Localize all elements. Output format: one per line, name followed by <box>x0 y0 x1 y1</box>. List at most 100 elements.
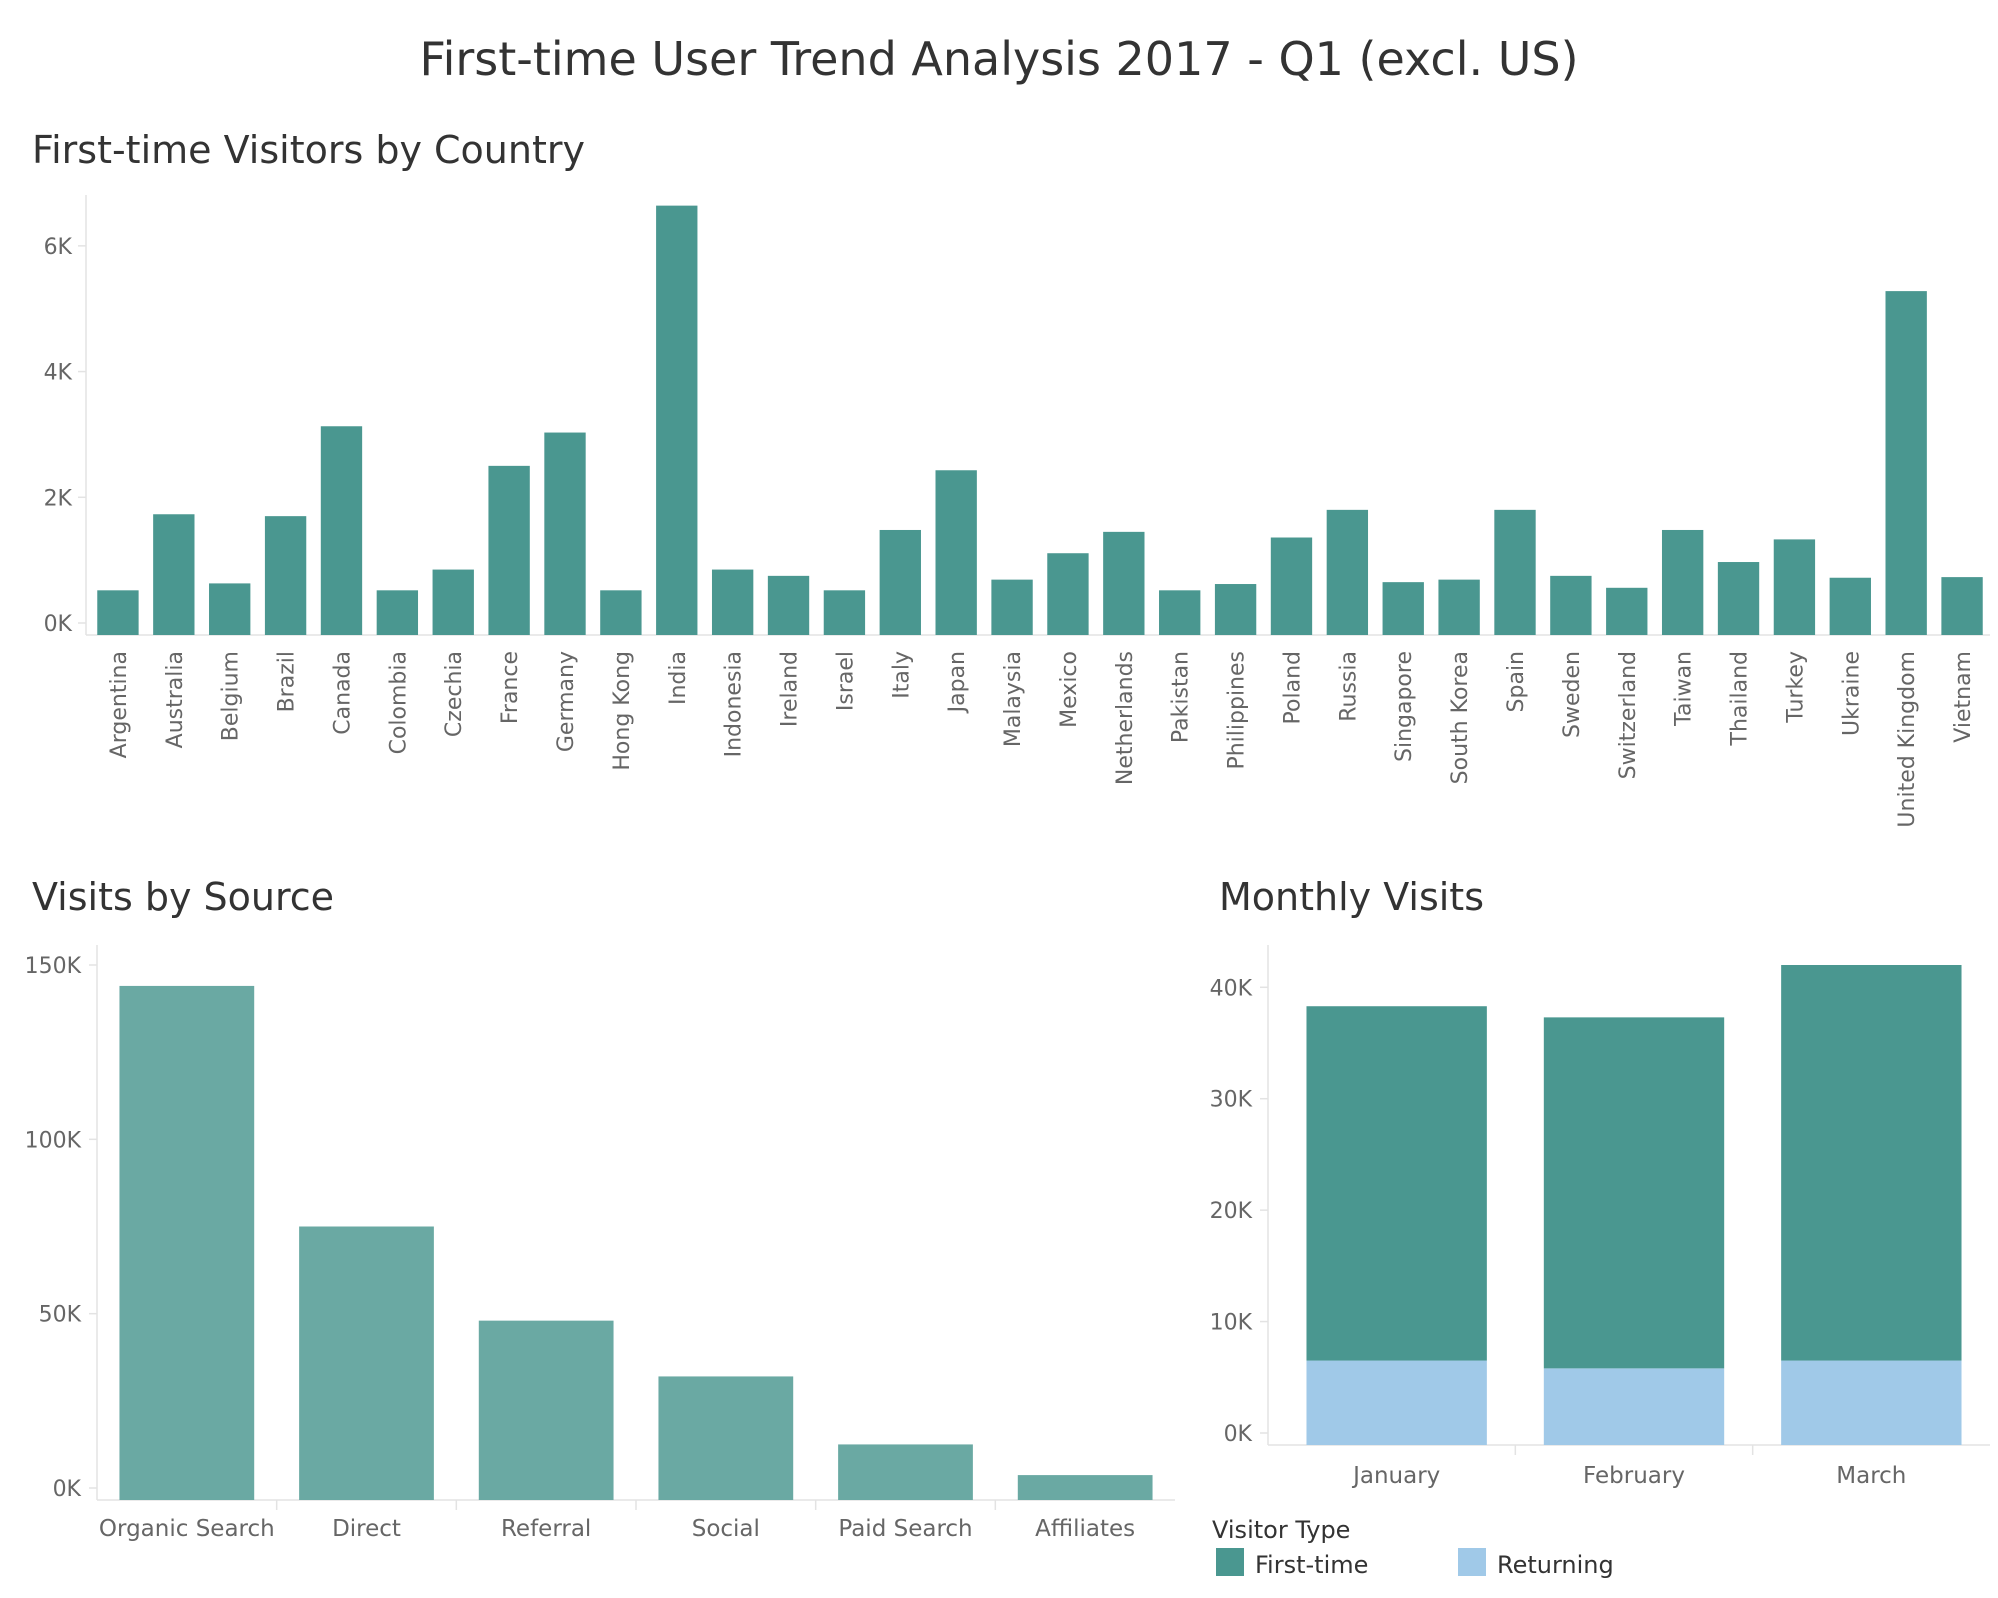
legend-title: Visitor Type <box>1212 1516 1350 1544</box>
country-bar-argentina[interactable] <box>97 590 139 635</box>
country-bar-vietnam[interactable] <box>1941 577 1983 635</box>
source-x-label: Organic Search <box>99 1516 275 1542</box>
country-x-label: Singapore <box>1392 651 1417 762</box>
monthly-y-tick-label: 40K <box>1210 976 1253 1001</box>
country-bar-thailand[interactable] <box>1717 562 1760 635</box>
country-x-label: Poland <box>1280 651 1305 724</box>
country-x-label: Taiwan <box>1672 651 1697 727</box>
legend-label-returning: Returning <box>1497 1551 1614 1579</box>
source-chart-title: Visits by Source <box>32 875 334 919</box>
country-x-label: Canada <box>330 651 355 735</box>
country-bar-italy[interactable] <box>879 529 921 635</box>
source-y-ticks: 0K 50K 100K 150K <box>25 954 97 1502</box>
country-bar-canada[interactable] <box>320 426 363 635</box>
country-bar-switzerland[interactable] <box>1606 587 1648 635</box>
monthly-bar-march-returning[interactable] <box>1781 1360 1962 1445</box>
monthly-chart-title: Monthly Visits <box>1219 875 1484 919</box>
country-x-label: Pakistan <box>1169 651 1194 743</box>
country-bar-spain[interactable] <box>1494 509 1536 635</box>
country-x-label: United Kingdom <box>1895 651 1920 828</box>
country-x-label: Argentina <box>107 651 132 758</box>
source-y-tick-label: 50K <box>39 1303 82 1328</box>
country-bar-singapore[interactable] <box>1382 582 1424 635</box>
source-y-tick-label: 100K <box>25 1128 82 1153</box>
country-x-label: Sweden <box>1560 651 1585 738</box>
source-y-tick-label: 150K <box>25 954 82 979</box>
country-x-label: Japan <box>945 651 970 714</box>
country-chart-title: First-time Visitors by Country <box>32 128 585 172</box>
country-x-label: Netherlands <box>1113 651 1138 785</box>
source-bar-referral[interactable] <box>478 1320 614 1500</box>
source-bar-direct[interactable] <box>299 1226 434 1501</box>
country-bar-france[interactable] <box>488 465 530 635</box>
monthly-bar-february-returning[interactable] <box>1543 1368 1725 1445</box>
country-x-label: Australia <box>163 651 188 748</box>
country-x-label: India <box>666 651 691 705</box>
country-x-label: Indonesia <box>722 651 747 757</box>
country-bar-brazil[interactable] <box>264 516 307 635</box>
monthly-bars <box>1306 965 1962 1445</box>
country-x-label: Czechia <box>442 651 467 737</box>
country-bar-ukraine[interactable] <box>1829 577 1871 635</box>
country-bar-sweden[interactable] <box>1550 575 1592 635</box>
monthly-visits-chart: Monthly Visits 0K 10K 20K 30K 40K January Feb… <box>1210 875 1990 1489</box>
country-y-tick-label: 2K <box>44 486 73 511</box>
country-bar-ireland[interactable] <box>767 575 810 635</box>
country-x-label: Spain <box>1504 651 1529 712</box>
monthly-y-tick-label: 20K <box>1210 1199 1253 1224</box>
country-bar-poland[interactable] <box>1270 537 1313 635</box>
country-bar-mexico[interactable] <box>1047 553 1089 635</box>
country-bar-belgium[interactable] <box>209 583 251 635</box>
country-bar-south-korea[interactable] <box>1438 579 1480 635</box>
country-x-label: Thailand <box>1728 651 1753 746</box>
country-x-label: Mexico <box>1057 651 1082 728</box>
legend-swatch-first-time <box>1216 1548 1244 1576</box>
monthly-bar-february-first-time[interactable] <box>1543 1017 1725 1369</box>
country-x-label: Switzerland <box>1616 651 1641 779</box>
country-bar-germany[interactable] <box>544 432 586 635</box>
dashboard-title: First-time User Trend Analysis 2017 - Q1… <box>419 32 1578 86</box>
country-bar-colombia[interactable] <box>376 590 419 635</box>
source-bar-social[interactable] <box>658 1376 794 1500</box>
country-bar-united-kingdom[interactable] <box>1885 291 1927 635</box>
country-x-label: Ireland <box>778 651 803 727</box>
country-x-label: Brazil <box>275 651 300 712</box>
country-x-label: Ukraine <box>1839 651 1864 736</box>
country-bar-japan[interactable] <box>935 470 977 635</box>
country-y-tick-label: 6K <box>44 235 73 260</box>
country-bar-india[interactable] <box>656 205 698 635</box>
country-bar-netherlands[interactable] <box>1103 531 1145 635</box>
monthly-bar-january-first-time[interactable] <box>1306 1006 1487 1361</box>
monthly-y-tick-label: 30K <box>1210 1088 1253 1113</box>
country-x-label: Vietnam <box>1951 651 1976 743</box>
country-x-label: Germany <box>554 651 579 752</box>
country-bar-hong-kong[interactable] <box>600 590 642 635</box>
country-bar-australia[interactable] <box>153 514 195 635</box>
country-bar-russia[interactable] <box>1326 509 1369 635</box>
monthly-x-label: February <box>1583 1463 1685 1489</box>
country-x-label: South Korea <box>1448 651 1473 784</box>
country-bar-taiwan[interactable] <box>1661 529 1704 635</box>
monthly-bar-january-returning[interactable] <box>1306 1360 1487 1445</box>
country-bar-philippines[interactable] <box>1214 584 1257 635</box>
country-bar-israel[interactable] <box>823 590 866 635</box>
source-bars <box>119 985 1153 1501</box>
legend-swatch-returning <box>1458 1548 1486 1576</box>
legend-label-first-time: First-time <box>1255 1551 1368 1579</box>
country-bar-indonesia[interactable] <box>711 569 754 635</box>
monthly-bar-march-first-time[interactable] <box>1781 965 1962 1361</box>
country-x-label: Turkey <box>1783 651 1808 724</box>
visitor-type-legend: Visitor Type First-time Returning <box>1212 1516 1614 1579</box>
source-bar-organic-search[interactable] <box>119 985 255 1500</box>
source-visits-chart: Visits by Source 0K 50K 100K 150K Organic S… <box>25 875 1175 1542</box>
source-bar-affiliates[interactable] <box>1017 1475 1153 1500</box>
country-bar-malaysia[interactable] <box>991 579 1033 635</box>
country-x-label: Israel <box>833 651 858 711</box>
source-x-label: Referral <box>501 1516 591 1542</box>
country-bar-turkey[interactable] <box>1773 539 1816 635</box>
country-bar-czechia[interactable] <box>432 569 474 635</box>
source-bar-paid-search[interactable] <box>838 1444 973 1500</box>
country-bar-pakistan[interactable] <box>1159 590 1201 635</box>
